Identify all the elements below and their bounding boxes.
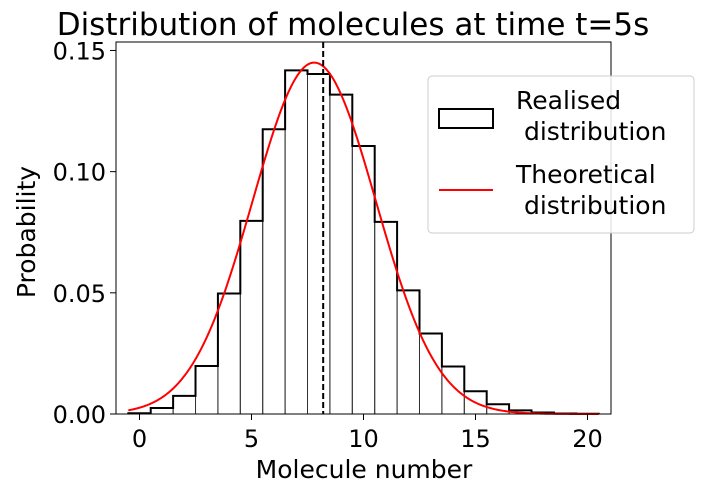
y-tick-label: 0.15 xyxy=(53,37,106,65)
histogram-bar xyxy=(418,333,443,415)
histogram-bar xyxy=(172,395,197,415)
x-tick-label: 20 xyxy=(572,425,603,453)
histogram-bar xyxy=(441,366,465,415)
y-tick-label: 0.10 xyxy=(53,159,106,187)
chart-title: Distribution of molecules at time t=5s xyxy=(57,7,650,43)
legend-swatch-realised xyxy=(438,108,494,129)
histogram-bar xyxy=(195,365,219,415)
legend: Realised distribution Theoretical distri… xyxy=(427,75,695,234)
histogram-bar xyxy=(262,128,286,415)
plot-area xyxy=(127,42,600,415)
histogram-bar xyxy=(329,94,353,415)
legend-label-theoretical: Theoretical distribution xyxy=(515,160,666,220)
y-tick-label: 0.05 xyxy=(53,280,106,308)
x-axis: 0 5 10 15 20 xyxy=(132,414,603,453)
legend-box xyxy=(427,75,695,234)
theoretical-curve xyxy=(128,61,599,415)
x-tick-label: 0 xyxy=(132,425,147,453)
histogram-bar xyxy=(217,293,241,415)
x-tick-label: 15 xyxy=(460,425,491,453)
y-axis: 0.00 0.05 0.10 0.15 xyxy=(53,37,116,429)
legend-label-realised: Realised distribution xyxy=(516,86,666,146)
histogram-bar xyxy=(396,289,420,415)
histogram-bar xyxy=(307,73,331,415)
x-axis-label: Molecule number xyxy=(256,455,473,484)
y-tick-label: 0.00 xyxy=(53,401,106,429)
histogram-bar xyxy=(284,69,309,415)
x-tick-label: 10 xyxy=(348,425,379,453)
x-tick-label: 5 xyxy=(244,425,259,453)
y-axis-label: Probability xyxy=(12,166,41,298)
histogram-outline xyxy=(127,69,600,415)
histogram-bar xyxy=(239,220,264,415)
histogram-bar xyxy=(374,221,398,415)
